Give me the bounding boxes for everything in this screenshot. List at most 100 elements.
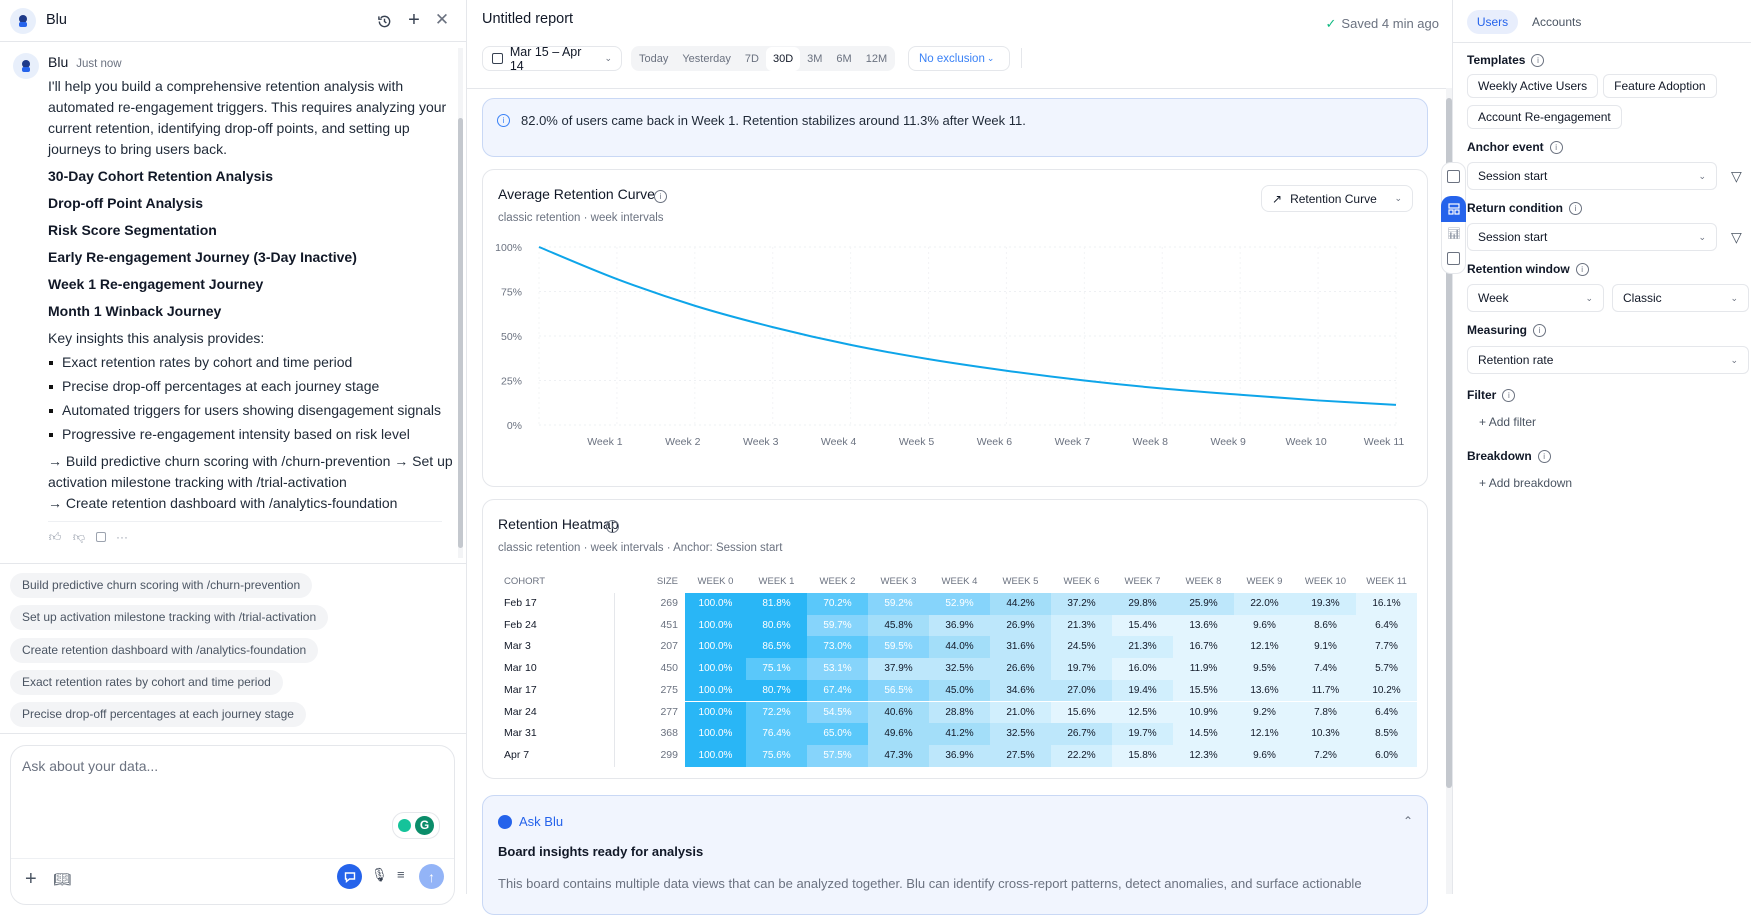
- cohort-label: Mar 3: [504, 640, 531, 653]
- info-icon[interactable]: i: [1537, 449, 1551, 463]
- column-header: WEEK 8: [1185, 576, 1222, 587]
- suggestion-chip[interactable]: Exact retention rates by cohort and time…: [10, 670, 283, 695]
- bar-chart-icon[interactable]: 📊︎: [1447, 228, 1461, 240]
- heatmap-cell: 80.7%: [746, 679, 807, 702]
- heatmap-cell: 76.4%: [746, 723, 807, 745]
- suggestion-chip[interactable]: Build predictive churn scoring with /chu…: [10, 573, 313, 598]
- chat-header: Blu + ✕: [0, 0, 466, 42]
- info-icon[interactable]: i: [1533, 323, 1547, 337]
- chat-scrollbar[interactable]: [458, 48, 463, 558]
- heatmap-cell: 81.8%: [746, 593, 807, 615]
- save-status: ✓ Saved 4 min ago: [1326, 16, 1439, 32]
- info-icon[interactable]: i: [606, 520, 619, 533]
- x-tick-label: Week 2: [665, 436, 701, 448]
- info-icon[interactable]: i: [654, 190, 667, 203]
- queue-icon[interactable]: ≡: [397, 867, 405, 882]
- new-chat-plus-icon[interactable]: +: [408, 8, 420, 31]
- chat-mode-icon[interactable]: [337, 864, 362, 889]
- y-tick-label: 25%: [501, 376, 522, 388]
- message-heading: 30-Day Cohort Retention Analysis: [48, 168, 274, 184]
- message-heading: Early Re-engagement Journey (3-Day Inact…: [48, 249, 357, 265]
- blu-avatar: [10, 8, 36, 34]
- heatmap-cell: 19.4%: [1112, 679, 1173, 702]
- add-breakdown-button[interactable]: + Add breakdown: [1479, 476, 1572, 490]
- heatmap-cell: 44.0%: [929, 636, 990, 659]
- column-header: WEEK 4: [941, 576, 978, 587]
- send-arrow-icon[interactable]: ↑: [419, 864, 444, 889]
- suggestion-chip[interactable]: Precise drop-off percentages at each jou…: [10, 702, 306, 727]
- table-icon[interactable]: [1447, 252, 1460, 265]
- preset-7d[interactable]: 7D: [744, 52, 759, 65]
- tab-accounts[interactable]: Accounts: [1532, 15, 1582, 29]
- suggestion-chip[interactable]: Set up activation milestone tracking wit…: [10, 605, 329, 630]
- x-tick-label: Week 9: [1210, 436, 1246, 448]
- chevron-up-icon[interactable]: ⌃: [1403, 814, 1414, 828]
- heatmap-cell: 10.2%: [1356, 679, 1417, 702]
- chat-input[interactable]: Ask about your data... G + 📖︎ 🎙︎ ≡ ↑: [10, 745, 455, 905]
- heatmap-cell: 45.8%: [868, 614, 929, 637]
- info-icon[interactable]: i: [1502, 388, 1516, 402]
- report-main: Untitled report ✓ Saved 4 min ago Mar 15 …: [467, 0, 1466, 915]
- heatmap-cell: 26.7%: [1051, 723, 1112, 745]
- window-mode-select[interactable]: Classic ⌄: [1612, 284, 1749, 312]
- microphone-icon[interactable]: 🎙︎: [371, 867, 388, 882]
- template-account-re-engagement[interactable]: Account Re-engagement: [1467, 105, 1622, 129]
- return-condition-select[interactable]: Session start ⌄: [1467, 223, 1717, 251]
- attach-plus-icon[interactable]: +: [25, 868, 37, 890]
- filter-funnel-icon[interactable]: ▽: [1731, 168, 1742, 184]
- suggestion-chip[interactable]: Create retention dashboard with /analyti…: [10, 638, 319, 663]
- heatmap-cell: 70.2%: [807, 593, 868, 615]
- tab-users[interactable]: Users: [1467, 10, 1518, 34]
- anchor-event-select[interactable]: Session start ⌄: [1467, 162, 1717, 190]
- cohort-label: Mar 31: [504, 727, 537, 740]
- label-text: Measuring: [1467, 323, 1528, 337]
- info-icon[interactable]: i: [1549, 140, 1563, 154]
- calendar-icon: [492, 53, 503, 64]
- measuring-select[interactable]: Retention rate ⌄: [1467, 346, 1749, 374]
- panel-toggle-icon[interactable]: [1447, 170, 1460, 183]
- date-range-picker[interactable]: Mar 15 – Apr 14 ⌄: [482, 45, 622, 73]
- y-tick-label: 75%: [501, 287, 522, 299]
- template-feature-adoption[interactable]: Feature Adoption: [1603, 74, 1717, 98]
- chart-subtitle: classic retention · week intervals: [498, 212, 664, 224]
- more-icon[interactable]: ···: [116, 529, 128, 544]
- heatmap-cell: 12.1%: [1234, 636, 1295, 659]
- thumbs-up-icon[interactable]: 👍︎: [48, 529, 62, 544]
- info-icon[interactable]: i: [1569, 201, 1582, 215]
- template-chips: Weekly Active Users Feature Adoption Acc…: [1467, 74, 1751, 129]
- chart-view-dropdown[interactable]: ↗ Retention Curve ⌄: [1261, 185, 1413, 212]
- book-icon[interactable]: 📖︎: [53, 871, 71, 887]
- grammarly-widget[interactable]: G: [392, 812, 440, 839]
- chat-input-placeholder: Ask about your data...: [22, 758, 159, 774]
- heatmap-cell: 75.1%: [746, 658, 807, 680]
- preset-today[interactable]: Today: [639, 52, 669, 65]
- add-filter-button[interactable]: + Add filter: [1479, 415, 1536, 429]
- chevron-down-icon: ⌄: [604, 53, 612, 63]
- preset-30d[interactable]: 30D: [765, 46, 801, 71]
- template-weekly-active-users[interactable]: Weekly Active Users: [1467, 74, 1599, 98]
- history-icon[interactable]: [374, 11, 394, 31]
- copy-icon[interactable]: [96, 532, 106, 542]
- heatmap-cell: 100.0%: [685, 679, 746, 702]
- insight-bullet: Progressive re-engagement intensity base…: [48, 424, 453, 445]
- view-toolbar: 📊︎: [1441, 162, 1466, 274]
- thumbs-down-icon[interactable]: 👎︎: [72, 529, 86, 544]
- exclusion-dropdown[interactable]: No exclusion ⌄: [908, 46, 1010, 71]
- preset-6m[interactable]: 6M: [836, 52, 852, 65]
- heatmap-cell: 31.6%: [990, 636, 1051, 659]
- ask-blu-label[interactable]: Ask Blu: [519, 814, 564, 829]
- layout-icon[interactable]: [1441, 196, 1466, 222]
- label-text: Anchor event: [1467, 140, 1544, 154]
- info-icon[interactable]: i: [1531, 53, 1545, 67]
- preset-12m[interactable]: 12M: [865, 52, 888, 65]
- heatmap-cell: 22.2%: [1051, 744, 1112, 767]
- window-unit-select[interactable]: Week ⌄: [1467, 284, 1604, 312]
- report-title[interactable]: Untitled report: [482, 11, 574, 27]
- info-icon[interactable]: i: [1575, 262, 1589, 276]
- filter-funnel-icon[interactable]: ▽: [1731, 229, 1742, 245]
- preset-3m[interactable]: 3M: [807, 52, 823, 65]
- preset-yesterday[interactable]: Yesterday: [682, 52, 731, 65]
- main-scrollbar[interactable]: [1446, 88, 1452, 894]
- close-icon[interactable]: ✕: [434, 10, 450, 29]
- x-tick-label: Week 8: [1133, 436, 1169, 448]
